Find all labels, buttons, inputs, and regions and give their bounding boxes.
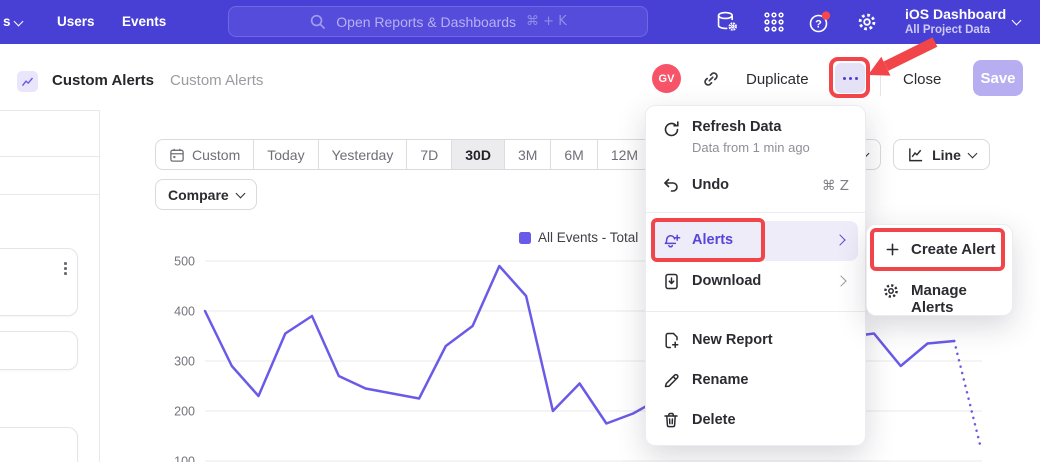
submenu-item-create-alert[interactable]: Create Alert (867, 232, 1012, 268)
svg-text:300: 300 (174, 355, 195, 369)
global-search[interactable]: Open Reports & Dashboards ⌘ + K (228, 6, 648, 37)
date-range-control: Custom Today Yesterday 7D 30D 3M 6M 12M (155, 139, 652, 170)
menu-item-refresh-data[interactable]: Refresh Data Data from 1 min ago (646, 114, 865, 164)
range-6m[interactable]: 6M (550, 140, 596, 169)
range-3m[interactable]: 3M (504, 140, 550, 169)
shortcut-label: ⌘ Z (822, 178, 849, 194)
menu-item-download[interactable]: Download (646, 262, 865, 302)
svg-text:200: 200 (174, 405, 195, 419)
nav-item-users[interactable]: Users (57, 0, 95, 44)
metric-card[interactable] (0, 427, 78, 462)
app-window: s Users Events Open Reports & Dashboards… (0, 0, 1040, 462)
calendar-icon (169, 147, 185, 163)
chevron-down-icon (967, 148, 977, 158)
close-button[interactable]: Close (903, 71, 941, 88)
line-chart-icon (907, 146, 924, 163)
range-custom[interactable]: Custom (156, 140, 253, 169)
kebab-menu-icon[interactable] (64, 262, 67, 275)
header-divider (880, 62, 881, 96)
page-title: Custom Alerts (52, 72, 154, 89)
search-placeholder: Open Reports & Dashboards (336, 14, 516, 30)
panel-divider (0, 110, 99, 111)
panel-divider (0, 194, 99, 195)
chart-type-button[interactable]: Line (893, 139, 990, 170)
duplicate-button[interactable]: Duplicate (746, 71, 809, 88)
submenu-item-manage-alerts[interactable]: Manage Alerts (867, 273, 1012, 309)
more-options-button[interactable] (835, 63, 865, 93)
menu-divider (646, 212, 865, 213)
bell-plus-icon (662, 231, 682, 256)
menu-item-new-report[interactable]: New Report (646, 321, 865, 361)
notification-dot (822, 11, 830, 19)
chevron-down-icon (235, 188, 245, 198)
svg-text:100: 100 (174, 455, 195, 462)
alerts-submenu: Create Alert Manage Alerts (866, 224, 1013, 316)
refresh-icon (662, 120, 681, 144)
search-icon (309, 13, 326, 30)
svg-text:500: 500 (174, 255, 195, 269)
menu-item-sublabel: Data from 1 min ago (692, 140, 810, 155)
report-type-icon (17, 71, 38, 92)
plus-icon (885, 242, 900, 262)
apps-grid-icon[interactable] (761, 9, 787, 35)
share-link-icon[interactable] (701, 69, 727, 95)
top-nav: s Users Events Open Reports & Dashboards… (0, 0, 1040, 44)
chevron-right-icon (835, 275, 846, 286)
compare-button[interactable]: Compare (155, 179, 257, 210)
nav-item-partial[interactable]: s (3, 0, 11, 44)
trash-icon (662, 411, 680, 434)
range-30d-selected[interactable]: 30D (451, 140, 504, 169)
chevron-right-icon (834, 234, 845, 245)
undo-icon (662, 176, 680, 199)
help-icon[interactable]: ? (806, 9, 832, 35)
new-report-icon (662, 331, 681, 355)
svg-text:?: ? (815, 19, 822, 31)
metric-card[interactable] (0, 248, 78, 316)
nav-item-events[interactable]: Events (122, 0, 166, 44)
chevron-down-icon (14, 17, 24, 27)
project-name: iOS Dashboard (905, 6, 1006, 22)
breadcrumb[interactable]: Custom Alerts (170, 72, 263, 89)
menu-item-delete[interactable]: Delete (646, 401, 865, 441)
data-management-icon[interactable] (714, 9, 740, 35)
menu-item-undo[interactable]: Undo ⌘ Z (646, 168, 865, 204)
settings-icon[interactable] (854, 9, 880, 35)
range-12m[interactable]: 12M (597, 140, 651, 169)
download-icon (662, 272, 681, 296)
search-shortcut: ⌘ + K (526, 14, 567, 29)
project-scope: All Project Data (905, 24, 990, 36)
range-yesterday[interactable]: Yesterday (318, 140, 407, 169)
metric-card[interactable] (0, 331, 78, 370)
chevron-down-icon (1012, 16, 1022, 26)
panel-divider (0, 156, 99, 157)
svg-text:400: 400 (174, 305, 195, 319)
pencil-icon (662, 372, 680, 395)
menu-item-alerts[interactable]: Alerts (652, 221, 858, 261)
save-button[interactable]: Save (973, 60, 1023, 96)
range-7d[interactable]: 7D (406, 140, 451, 169)
menu-divider (646, 311, 865, 312)
range-today[interactable]: Today (253, 140, 317, 169)
avatar[interactable]: GV (652, 64, 681, 93)
context-menu: Refresh Data Data from 1 min ago Undo ⌘ … (645, 105, 866, 446)
menu-item-rename[interactable]: Rename (646, 361, 865, 401)
gear-icon (882, 282, 900, 305)
